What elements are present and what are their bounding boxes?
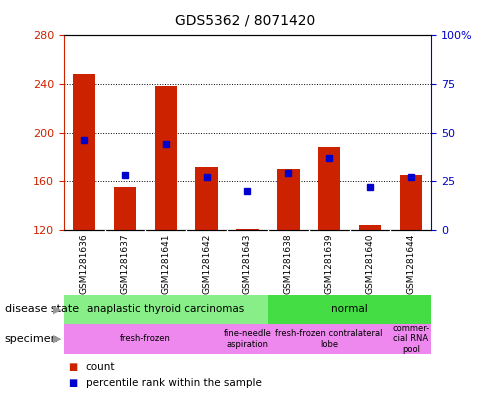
Bar (64, 295, 268, 324)
Text: ■: ■ (69, 378, 78, 388)
Text: specimen: specimen (5, 334, 59, 344)
Bar (277, 169, 299, 230)
Text: fine-needle
aspiration: fine-needle aspiration (223, 329, 271, 349)
Bar (359, 225, 381, 230)
Bar (64, 324, 227, 354)
Text: GSM1281643: GSM1281643 (243, 233, 252, 294)
Bar (399, 175, 422, 230)
Text: commer-
cial RNA
pool: commer- cial RNA pool (392, 324, 429, 354)
Bar (268, 324, 391, 354)
Bar (154, 86, 177, 230)
Text: GSM1281640: GSM1281640 (366, 233, 374, 294)
Bar (318, 147, 341, 230)
Bar (391, 324, 431, 354)
Text: count: count (86, 362, 115, 373)
Text: GSM1281639: GSM1281639 (324, 233, 334, 294)
Text: GSM1281636: GSM1281636 (79, 233, 89, 294)
Text: GSM1281642: GSM1281642 (202, 233, 211, 294)
Text: GSM1281638: GSM1281638 (284, 233, 293, 294)
Bar (196, 167, 218, 230)
Text: anaplastic thyroid carcinomas: anaplastic thyroid carcinomas (87, 305, 245, 314)
Text: GSM1281637: GSM1281637 (121, 233, 129, 294)
Text: ▶: ▶ (53, 334, 61, 344)
Text: ■: ■ (69, 362, 78, 373)
Bar (268, 295, 431, 324)
Text: GSM1281644: GSM1281644 (406, 233, 416, 294)
Text: ▶: ▶ (53, 305, 61, 314)
Text: disease state: disease state (5, 305, 79, 314)
Text: fresh-frozen: fresh-frozen (120, 334, 171, 343)
Text: normal: normal (331, 305, 368, 314)
Text: fresh-frozen contralateral
lobe: fresh-frozen contralateral lobe (275, 329, 383, 349)
Bar (114, 187, 136, 230)
Bar (227, 324, 268, 354)
Bar (236, 229, 259, 230)
Text: percentile rank within the sample: percentile rank within the sample (86, 378, 262, 388)
Text: GDS5362 / 8071420: GDS5362 / 8071420 (175, 14, 315, 28)
Text: GSM1281641: GSM1281641 (161, 233, 171, 294)
Bar (73, 74, 96, 230)
